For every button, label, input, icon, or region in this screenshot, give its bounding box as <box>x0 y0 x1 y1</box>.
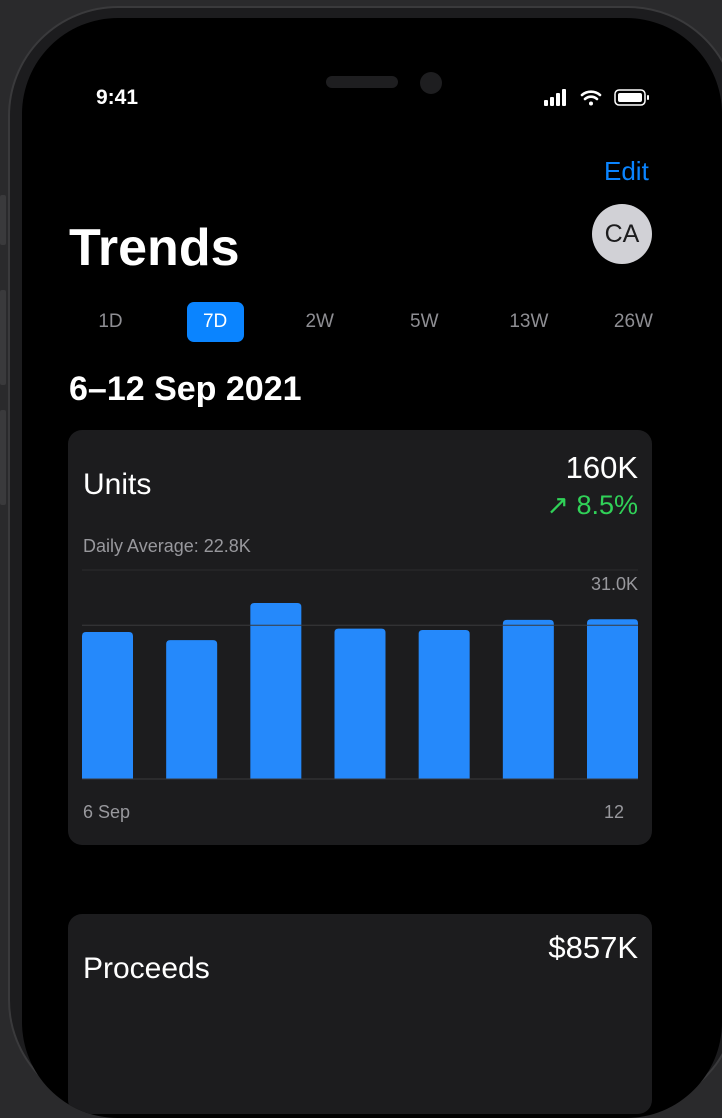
units-card[interactable]: Units 160K ↗ 8.5% Daily Average: 22.8K 3… <box>68 430 652 845</box>
bar-7-sep[interactable] <box>166 640 218 779</box>
range-tabs: 1D 7D 2W 5W 13W 26W <box>82 302 662 342</box>
bar-9-sep[interactable] <box>334 628 386 779</box>
page-title: Trends <box>69 219 240 277</box>
tab-2w[interactable]: 2W <box>305 311 334 332</box>
card-title: Proceeds <box>83 952 210 985</box>
status-icons <box>544 89 649 106</box>
bar-6-sep[interactable] <box>82 632 133 779</box>
units-bar-chart: 31.0K <box>82 569 638 780</box>
bar-12[interactable] <box>587 619 638 779</box>
screen: 9:41 Edit Trends CA 1D 7D 2W 5W 13W 26W … <box>22 18 722 1118</box>
date-range: 6–12 Sep 2021 <box>69 370 302 408</box>
card-title: Units <box>83 468 152 501</box>
proceeds-total: $857K <box>548 930 638 965</box>
status-time: 9:41 <box>96 86 139 109</box>
battery-icon <box>614 89 649 106</box>
bar-11-sep[interactable] <box>502 619 554 779</box>
edit-button[interactable]: Edit <box>604 156 649 186</box>
change-value: 8.5% <box>576 490 638 520</box>
tab-13w[interactable]: 13W <box>509 311 549 332</box>
side-button <box>0 290 6 385</box>
units-total: 160K <box>565 450 638 485</box>
speaker <box>326 76 398 88</box>
arrow-up-right-icon: ↗ <box>546 490 569 520</box>
side-button <box>0 195 6 245</box>
tab-5w[interactable]: 5W <box>410 311 439 332</box>
side-button <box>0 410 6 505</box>
wifi-icon <box>580 90 602 106</box>
tab-7d[interactable]: 7D <box>186 302 244 342</box>
x-tick-label-start: 6 Sep <box>83 802 131 822</box>
bar-8-sep[interactable] <box>250 603 302 779</box>
x-tick-label-end: 12 <box>603 802 624 822</box>
cellular-signal-icon <box>544 89 566 106</box>
units-change: ↗ 8.5% <box>546 490 638 521</box>
tab-26w[interactable]: 26W <box>613 311 653 332</box>
camera <box>420 72 442 94</box>
bar-10-sep[interactable] <box>418 630 470 779</box>
daily-average: Daily Average: 22.8K <box>83 536 251 556</box>
y-max-label: 31.0K <box>591 574 638 594</box>
tab-1d[interactable]: 1D <box>98 311 123 332</box>
avatar[interactable]: CA <box>592 204 652 264</box>
proceeds-card[interactable]: Proceeds $857K <box>68 914 652 1114</box>
